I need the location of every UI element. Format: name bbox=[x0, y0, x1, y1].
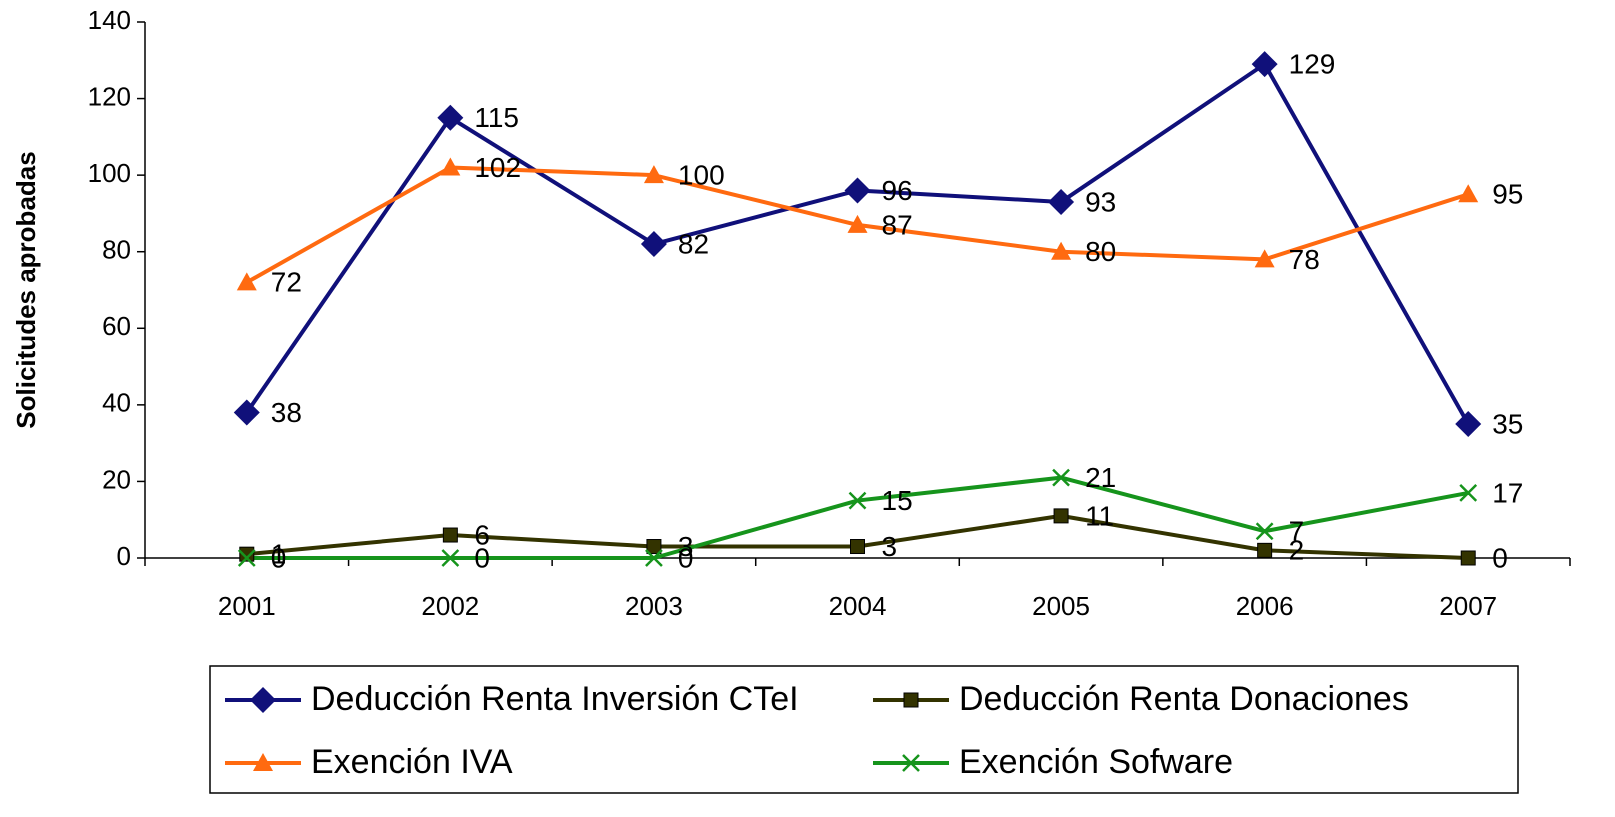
data-label: 2 bbox=[1289, 535, 1305, 566]
marker bbox=[640, 231, 667, 258]
data-label: 11 bbox=[1085, 500, 1114, 531]
data-label: 3 bbox=[882, 531, 898, 562]
x-tick-label: 2001 bbox=[218, 591, 276, 621]
data-label: 3 bbox=[678, 531, 694, 562]
legend-marker bbox=[250, 687, 276, 713]
legend-label: Exención Sofware bbox=[959, 743, 1233, 781]
data-label: 6 bbox=[474, 519, 490, 550]
data-label: 82 bbox=[678, 228, 709, 259]
marker bbox=[236, 272, 257, 291]
x-tick-label: 2007 bbox=[1439, 591, 1497, 621]
marker bbox=[645, 549, 663, 567]
data-label: 38 bbox=[271, 397, 302, 428]
legend-marker bbox=[902, 754, 920, 772]
legend-label: Exención IVA bbox=[311, 743, 513, 781]
y-tick-label: 60 bbox=[102, 311, 131, 341]
legend-label: Deducción Renta Donaciones bbox=[959, 680, 1409, 718]
y-tick-label: 20 bbox=[102, 464, 131, 494]
data-label: 95 bbox=[1492, 179, 1523, 210]
marker bbox=[1052, 468, 1070, 487]
y-tick-label: 140 bbox=[88, 5, 131, 35]
x-tick-label: 2002 bbox=[421, 591, 479, 621]
marker bbox=[1048, 188, 1075, 215]
marker bbox=[844, 177, 871, 204]
y-tick-label: 100 bbox=[88, 158, 131, 188]
legend-box bbox=[209, 665, 1519, 794]
y-tick-label: 0 bbox=[117, 541, 131, 571]
data-label: 102 bbox=[474, 152, 521, 183]
data-label: 78 bbox=[1289, 244, 1320, 275]
y-tick-label: 40 bbox=[102, 388, 131, 418]
data-label: 7 bbox=[1289, 516, 1305, 547]
marker bbox=[239, 546, 255, 562]
data-label: 115 bbox=[474, 102, 519, 133]
legend-label: Deducción Renta Inversión CTeI bbox=[311, 680, 799, 718]
marker bbox=[1051, 241, 1072, 260]
marker bbox=[1460, 550, 1476, 566]
data-label: 15 bbox=[882, 485, 913, 516]
marker bbox=[233, 399, 260, 426]
data-label: 0 bbox=[1492, 542, 1508, 573]
marker bbox=[1053, 508, 1069, 524]
marker bbox=[1459, 484, 1478, 502]
marker bbox=[643, 165, 664, 184]
data-label: 96 bbox=[882, 175, 913, 206]
data-label: 0 bbox=[474, 542, 490, 573]
marker bbox=[442, 527, 458, 543]
data-label: 93 bbox=[1085, 186, 1116, 217]
series-line bbox=[245, 62, 1470, 425]
marker bbox=[437, 104, 464, 131]
marker bbox=[646, 539, 662, 555]
data-label: 0 bbox=[271, 542, 287, 573]
y-tick-label: 80 bbox=[102, 235, 131, 265]
marker bbox=[1255, 522, 1274, 541]
data-label: 21 bbox=[1085, 462, 1116, 493]
marker bbox=[441, 549, 460, 567]
marker bbox=[848, 491, 867, 510]
marker bbox=[1251, 51, 1278, 78]
x-tick-label: 2005 bbox=[1032, 591, 1090, 621]
data-label: 0 bbox=[678, 542, 694, 573]
y-tick-label: 120 bbox=[88, 81, 131, 111]
x-tick-label: 2006 bbox=[1236, 591, 1294, 621]
data-label: 129 bbox=[1289, 49, 1336, 80]
marker bbox=[1458, 184, 1479, 203]
marker bbox=[1254, 249, 1275, 268]
marker bbox=[440, 157, 461, 176]
data-label: 80 bbox=[1085, 236, 1116, 267]
y-axis-title: Solicitudes aprobadas bbox=[11, 151, 41, 428]
marker bbox=[1257, 542, 1273, 558]
legend-marker bbox=[253, 753, 273, 771]
data-label: 100 bbox=[678, 160, 725, 191]
data-label: 87 bbox=[882, 209, 913, 240]
data-label: 72 bbox=[271, 267, 302, 298]
marker bbox=[847, 214, 868, 233]
data-label: 35 bbox=[1492, 408, 1523, 439]
data-label: 17 bbox=[1492, 477, 1523, 508]
legend-marker bbox=[903, 692, 919, 708]
x-tick-label: 2003 bbox=[625, 591, 683, 621]
marker bbox=[237, 549, 256, 567]
marker bbox=[1455, 411, 1482, 437]
data-label: 1 bbox=[271, 539, 287, 570]
marker bbox=[850, 539, 865, 555]
x-tick-label: 2004 bbox=[829, 591, 887, 621]
